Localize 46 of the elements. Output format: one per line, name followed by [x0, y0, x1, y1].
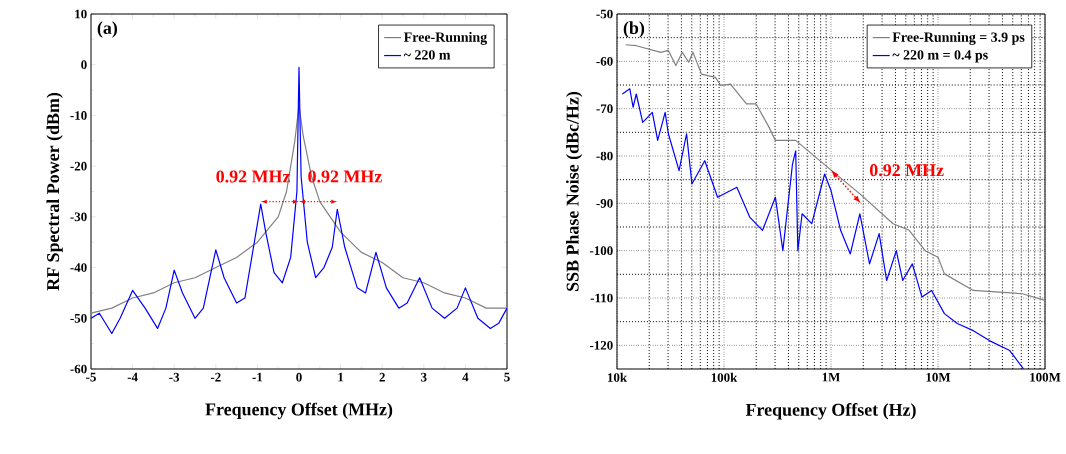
x-tick-label: 1M — [822, 372, 840, 382]
y-tick-label: -30 — [70, 212, 87, 222]
y-tick-label: -110 — [590, 293, 613, 303]
x-tick-label: 2 — [379, 372, 385, 382]
line-series — [91, 66, 507, 335]
y-tick-label: -120 — [589, 340, 613, 350]
y-tick-label: -20 — [70, 161, 87, 171]
x-axis-title: Frequency Offset (Hz) — [745, 403, 916, 420]
x-tick-label: -3 — [169, 372, 180, 382]
legend-label: ~ 220 m — [403, 50, 451, 60]
y-tick-label: 0 — [81, 60, 87, 70]
annotation: 0.92 MHz — [216, 170, 291, 183]
x-tick-label: -1 — [252, 372, 263, 382]
y-tick-label: -10 — [70, 111, 87, 120]
x-tick-label: 10M — [926, 372, 951, 382]
legend-label: ~ 220 m = 0.4 ps — [892, 50, 988, 63]
y-tick-label: -100 — [589, 246, 613, 256]
chart-title: (b) — [623, 21, 645, 38]
x-tick-label: 4 — [462, 372, 469, 382]
y-tick-label: -50 — [70, 313, 87, 323]
y-axis-title: RF Spectral Power (dBm) — [46, 92, 63, 291]
x-tick-label: 100k — [711, 372, 738, 382]
x-tick-label: 5 — [504, 372, 510, 382]
y-tick-label: -60 — [70, 364, 87, 374]
legend-label: Free-Running — [403, 32, 488, 45]
chart-title: (a) — [97, 21, 118, 38]
x-tick-label: -4 — [127, 372, 138, 382]
y-tick-label: -90 — [596, 198, 613, 208]
y-tick-label: -70 — [596, 104, 613, 114]
y-tick-label: -40 — [70, 263, 87, 272]
y-tick-label: 10 — [75, 9, 87, 19]
x-tick-label: -2 — [210, 372, 221, 382]
x-tick-label: 1 — [338, 372, 344, 382]
x-tick-label: 100M — [1030, 372, 1061, 382]
x-tick-label: 3 — [421, 372, 427, 382]
x-tick-label: -5 — [86, 372, 96, 382]
x-tick-label: 0 — [296, 372, 302, 382]
x-axis-title: Frequency Offset (MHz) — [205, 402, 393, 420]
annotation: 0.92 MHz — [308, 170, 382, 183]
annotation: 0.92 MHz — [869, 164, 944, 177]
y-tick-label: -60 — [596, 56, 613, 66]
y-tick-label: -80 — [596, 151, 613, 161]
x-tick-label: 10k — [607, 372, 628, 382]
y-axis-title: SSB Phase Noise (dBc/Hz) — [566, 91, 583, 291]
y-tick-label: -50 — [596, 9, 613, 19]
legend-label: Free-Running = 3.9 ps — [892, 32, 1025, 45]
